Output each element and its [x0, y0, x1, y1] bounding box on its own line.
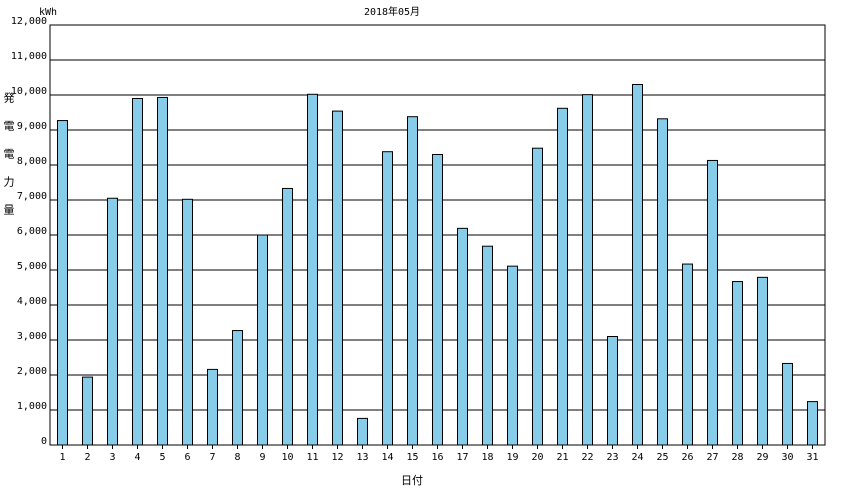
bar: [357, 417, 368, 446]
x-tick-label: 11: [306, 452, 318, 463]
x-tick-label: 16: [431, 452, 443, 463]
x-tick-label: 26: [681, 452, 693, 463]
bar: [482, 245, 493, 446]
bar: [57, 120, 68, 446]
x-tick-label: 2: [84, 452, 90, 463]
x-tick-label: 1: [59, 452, 65, 463]
y-axis-label: 発電電力量: [2, 91, 15, 232]
y-tick-label: 9,000: [17, 121, 47, 132]
y-tick-label: 12,000: [11, 16, 47, 27]
x-tick-label: 13: [356, 452, 368, 463]
bar: [507, 265, 518, 446]
y-tick-label: 6,000: [17, 226, 47, 237]
y-tick-label: 8,000: [17, 156, 47, 167]
x-tick-label: 30: [781, 452, 793, 463]
y-tick-label: 1,000: [17, 401, 47, 412]
y-tick-label: 11,000: [11, 51, 47, 62]
x-tick-label: 9: [259, 452, 265, 463]
y-tick-label: 3,000: [17, 331, 47, 342]
bar: [132, 98, 143, 446]
y-unit: kWh: [39, 7, 57, 18]
x-tick-label: 6: [184, 452, 190, 463]
y-tick-label: 0: [41, 436, 47, 447]
y-tick-label: 4,000: [17, 296, 47, 307]
x-tick-label: 22: [581, 452, 593, 463]
bar: [332, 110, 343, 446]
x-tick-label: 14: [381, 452, 393, 463]
x-tick-label: 10: [281, 452, 293, 463]
x-tick-label: 27: [706, 452, 718, 463]
bar: [532, 147, 543, 446]
bar: [232, 330, 243, 446]
bar: [657, 118, 668, 446]
x-axis-label: 日付: [401, 474, 423, 487]
x-tick-label: 28: [731, 452, 743, 463]
bar: [582, 94, 593, 446]
y-tick-label: 2,000: [17, 366, 47, 377]
bar: [382, 151, 393, 446]
bar: [432, 154, 443, 446]
x-tick-label: 19: [506, 452, 518, 463]
bar: [182, 198, 193, 446]
bar: [607, 336, 618, 446]
x-tick-label: 5: [159, 452, 165, 463]
y-tick-label: 5,000: [17, 261, 47, 272]
bar: [457, 227, 468, 446]
x-tick-label: 29: [756, 452, 768, 463]
y-tick-label: 10,000: [11, 86, 47, 97]
x-tick-label: 15: [406, 452, 418, 463]
bar: [207, 368, 218, 446]
bar: [732, 281, 743, 446]
x-tick-label: 12: [331, 452, 343, 463]
x-tick-label: 17: [456, 452, 468, 463]
bar: [307, 93, 318, 446]
x-tick-label: 3: [109, 452, 115, 463]
x-tick-label: 4: [134, 452, 140, 463]
x-tick-label: 31: [806, 452, 818, 463]
x-tick-label: 8: [234, 452, 240, 463]
bar: [782, 362, 793, 446]
bar: [157, 96, 168, 446]
x-tick-label: 20: [531, 452, 543, 463]
chart-title: 2018年05月: [364, 5, 420, 18]
x-tick-label: 7: [209, 452, 215, 463]
bar: [707, 159, 718, 446]
x-tick-label: 25: [656, 452, 668, 463]
x-tick-label: 23: [606, 452, 618, 463]
bar: [757, 276, 768, 446]
bar: [632, 84, 643, 446]
x-tick-label: 18: [481, 452, 493, 463]
x-tick-label: 24: [631, 452, 643, 463]
bar: [107, 197, 118, 446]
bar: [257, 234, 268, 446]
bar: [682, 263, 693, 446]
bar: [282, 187, 293, 446]
bar: [807, 401, 818, 446]
bar: [407, 116, 418, 446]
bar: [557, 107, 568, 446]
bar: [82, 376, 93, 446]
y-tick-label: 7,000: [17, 191, 47, 202]
x-tick-label: 21: [556, 452, 568, 463]
